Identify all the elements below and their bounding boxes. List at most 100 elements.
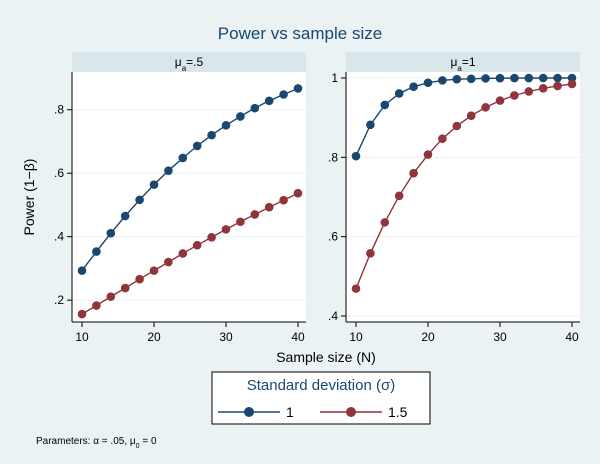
panel-1-series-1-point <box>92 247 101 256</box>
legend-title: Standard deviation (σ) <box>247 377 396 394</box>
panel-2-x-tick-label: 20 <box>421 330 435 344</box>
panel-1-series-2-point <box>135 274 144 284</box>
panel-1-series-1-point <box>236 112 245 121</box>
panel-1-series-1-point <box>178 153 188 163</box>
panel-2-plot-area <box>346 72 580 322</box>
panel-2-series-1-point <box>351 151 361 161</box>
panel-1-series-1-point <box>77 266 87 275</box>
panel-1-series-2-point <box>293 188 303 198</box>
panel-1-series-1-point <box>106 228 116 238</box>
panel-1-series-2-point <box>149 266 159 275</box>
panel-1-series-2-point <box>77 309 87 319</box>
y-axis-title: Power (1−β) <box>21 159 37 236</box>
panel-2-series-2-point <box>380 218 390 227</box>
panel-2-series-1-point <box>538 73 548 83</box>
panel-2: μa=1 .4 .6 .8 1 10 20 30 40 <box>328 52 580 344</box>
panel-1-series-1-point <box>250 103 260 113</box>
panel-2-series-1-point <box>510 73 519 83</box>
panel-2-series-1-point <box>452 74 462 84</box>
panel-1-series-2-point <box>92 301 101 310</box>
panel-1-plot-area <box>72 72 306 322</box>
panel-2-series-1-point <box>409 82 418 92</box>
panel-2-series-1-point <box>524 73 534 83</box>
panel-2-series-1-line <box>355 77 572 157</box>
panel-2-series-1-point <box>495 73 505 83</box>
panel-2-series-2-point <box>538 84 548 93</box>
legend: Standard deviation (σ) 1 1.5 <box>211 371 431 425</box>
panel-1-series-1-point <box>207 130 216 140</box>
panel-1-series-1-point <box>192 141 202 151</box>
legend-label-1: 1 <box>286 404 294 420</box>
panel-1-series-1-point <box>221 120 231 130</box>
panel-1-series-1-point <box>164 166 173 175</box>
panel-2-series-2-point <box>423 150 433 159</box>
panel-1-series-2-point <box>120 283 130 293</box>
panel-1-series-1-point <box>135 195 144 205</box>
panel-1-x-tick-label: 20 <box>147 330 161 344</box>
chart-title: Power vs sample size <box>218 24 382 43</box>
panel-2-strip <box>346 52 580 72</box>
panel-2-y-tick-label: .6 <box>328 230 338 244</box>
panel-1: μa=.5 .2 .4 .6 .8 10 20 30 40 <box>54 52 306 344</box>
panel-1-x-tick-label: 10 <box>75 330 89 344</box>
panel-2-series-1-point <box>423 78 433 88</box>
panel-1-series-2-line <box>81 192 299 315</box>
panel-2-series-2-point <box>409 168 418 178</box>
panel-2-series-1-point <box>567 73 577 83</box>
panel-2-series-1-point <box>466 74 476 84</box>
legend-label-2: 1.5 <box>388 404 408 420</box>
panel-1-series-1-point <box>120 211 130 221</box>
panel-1-y-tick-label: .2 <box>54 293 64 307</box>
panel-1-series-1-point <box>279 90 288 99</box>
x-axis-title: Sample size (N) <box>276 349 376 365</box>
panel-1-series-1-point <box>149 180 159 189</box>
panel-2-strip-label: μa=1 <box>450 55 475 73</box>
panel-1-series-2-point <box>236 217 245 227</box>
panel-1-series-2-point <box>192 240 202 250</box>
panel-2-series-1-point <box>481 74 490 83</box>
panel-2-series-1-point <box>380 100 390 110</box>
panel-2-series-2-point <box>481 103 490 112</box>
panel-1-series-2-point <box>164 257 173 267</box>
panel-2-y-tick-label: 1 <box>331 71 338 85</box>
panel-1-series-2-point <box>106 292 116 301</box>
panel-2-series-2-point <box>351 284 361 293</box>
panel-2-series-2-point <box>524 87 534 96</box>
panel-2-series-2-point <box>452 121 462 131</box>
panel-1-series-1-point <box>293 84 303 93</box>
panel-2-x-tick-label: 30 <box>493 330 507 344</box>
panel-1-series-2-point <box>250 210 260 219</box>
panel-1-series-1-point <box>264 96 274 106</box>
panel-1-y-tick-label: .6 <box>54 166 64 180</box>
panel-1-x-tick-label: 30 <box>219 330 233 344</box>
panel-2-series-2-point <box>510 91 519 100</box>
panel-2-y-tick-label: .8 <box>328 150 338 164</box>
panel-2-series-2-point <box>567 79 577 89</box>
panel-1-series-1-line <box>81 87 299 272</box>
panel-2-y-tick-label: .4 <box>328 309 338 323</box>
panel-1-series-2-point <box>178 249 188 258</box>
panel-2-series-2-point <box>438 134 447 143</box>
panel-2-series-1-point <box>394 89 404 98</box>
panel-1-y-tick-label: .4 <box>54 230 64 244</box>
legend-marker-2 <box>346 407 356 417</box>
panel-1-x-tick-label: 40 <box>291 330 305 344</box>
panel-2-series-1-point <box>366 120 375 130</box>
panel-2-series-1-point <box>553 73 562 83</box>
panel-2-series-2-point <box>394 191 404 201</box>
panel-2-series-2-point <box>466 111 476 120</box>
panel-2-series-1-point <box>438 76 447 85</box>
panel-1-strip-label: μa=.5 <box>175 55 204 73</box>
panel-1-series-2-point <box>264 202 274 212</box>
parameters-note: Parameters: α = .05, μ0 = 0 <box>36 436 157 450</box>
panel-2-x-tick-label: 10 <box>349 330 363 344</box>
panel-1-y-tick-label: .8 <box>54 103 64 117</box>
panel-2-series-2-line <box>355 83 573 289</box>
panel-2-x-tick-label: 40 <box>565 330 579 344</box>
panel-2-series-2-point <box>553 81 562 91</box>
panel-1-series-2-point <box>207 233 216 242</box>
panel-1-series-2-point <box>221 225 231 234</box>
panel-1-series-2-point <box>279 195 288 205</box>
panel-2-series-2-point <box>366 249 375 258</box>
